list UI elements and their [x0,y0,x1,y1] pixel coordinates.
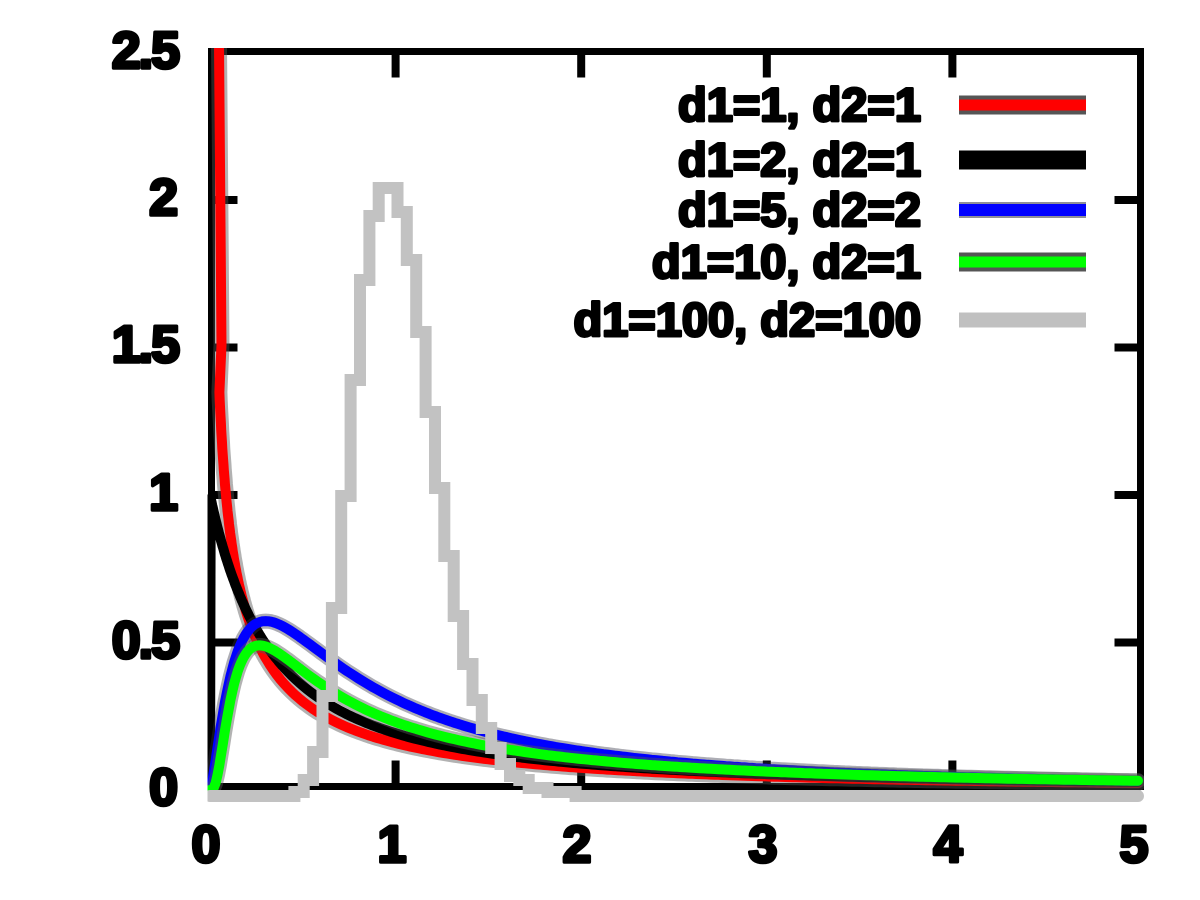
svg-text:4: 4 [934,816,963,874]
svg-text:d1=2, d2=1: d1=2, d2=1 [678,133,921,186]
svg-text:0.5: 0.5 [112,612,179,670]
svg-text:5: 5 [1120,816,1149,874]
svg-text:2.5: 2.5 [112,22,179,80]
svg-text:d1=10, d2=1: d1=10, d2=1 [652,235,921,288]
svg-text:d1=5, d2=2: d1=5, d2=2 [678,183,921,236]
svg-text:3: 3 [749,816,778,874]
svg-text:1: 1 [378,816,407,874]
svg-text:d1=1, d2=1: d1=1, d2=1 [678,78,921,131]
svg-text:d1=100, d2=100: d1=100, d2=100 [573,293,921,346]
svg-text:2: 2 [563,816,592,874]
svg-text:1.5: 1.5 [112,316,179,374]
svg-text:2: 2 [149,169,178,227]
svg-text:1: 1 [149,464,178,522]
svg-text:0: 0 [192,816,221,874]
svg-text:0: 0 [149,759,178,817]
